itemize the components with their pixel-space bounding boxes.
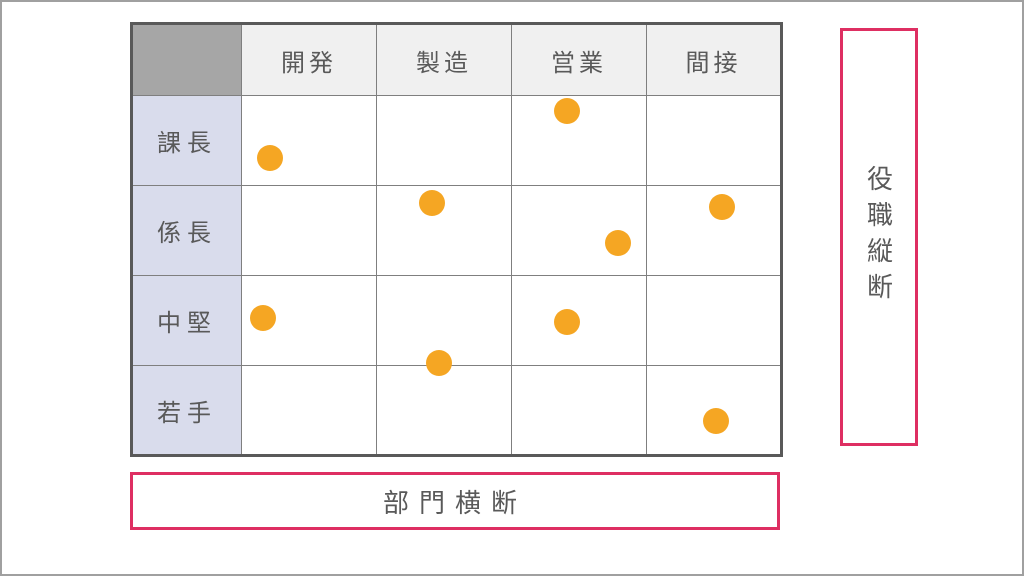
horizontal-label-box: 部門横断 [130,472,780,530]
stage: 開発製造営業間接 課長係長中堅若手 役職縦断 部門横断 [0,0,1024,576]
horizontal-label-text: 部門横断 [383,483,527,520]
matrix-table: 開発製造営業間接 課長係長中堅若手 [130,22,783,457]
dot [709,194,735,220]
dot [250,305,276,331]
matrix-cell [377,366,512,456]
matrix-cell [512,186,647,276]
row-header: 若手 [132,366,242,456]
corner-cell [132,24,242,96]
matrix-cell [242,186,377,276]
row-header: 課長 [132,96,242,186]
row-header: 中堅 [132,276,242,366]
dot [419,190,445,216]
matrix-cell [242,366,377,456]
col-header: 製造 [377,24,512,96]
vertical-label-text: 役職縦断 [861,165,898,309]
dot [554,309,580,335]
matrix-cell [647,276,782,366]
col-header: 開発 [242,24,377,96]
dot [257,145,283,171]
vertical-label-box: 役職縦断 [840,28,918,446]
dot [426,350,452,376]
matrix-cell [647,96,782,186]
row-header: 係長 [132,186,242,276]
col-header: 営業 [512,24,647,96]
matrix-cell [242,96,377,186]
matrix-cell [377,96,512,186]
matrix-cell [512,366,647,456]
dot [703,408,729,434]
dot [554,98,580,124]
col-header: 間接 [647,24,782,96]
dot [605,230,631,256]
